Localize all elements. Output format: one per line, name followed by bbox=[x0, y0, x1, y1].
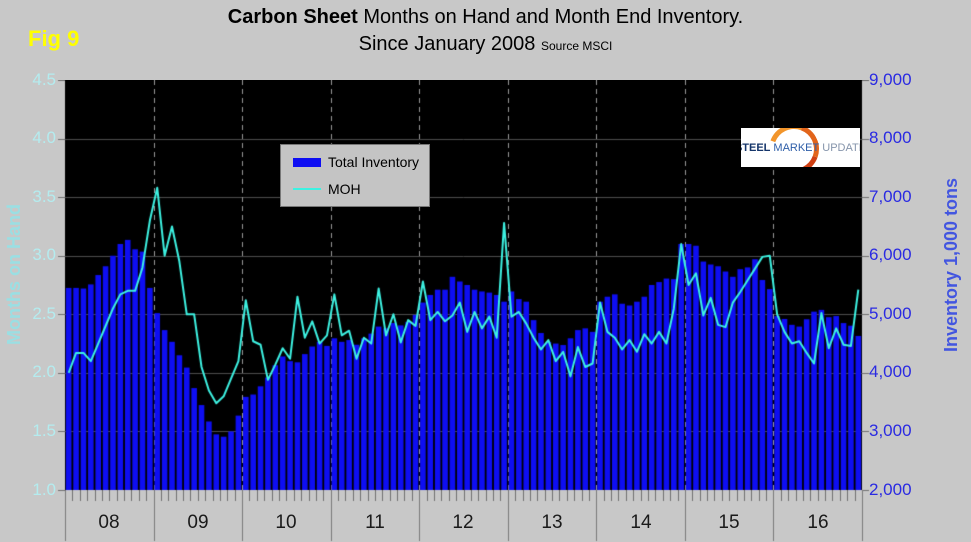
y-left-tick-label: 1.5 bbox=[32, 421, 56, 440]
y-left-tick-label: 4.5 bbox=[32, 70, 56, 89]
moh-swatch-icon bbox=[293, 187, 321, 190]
logo-word-update: UPDATE bbox=[822, 141, 860, 154]
y-right-tick-label: 8,000 bbox=[869, 128, 912, 147]
x-year-label: 14 bbox=[630, 512, 652, 533]
chart-source: Source MSCI bbox=[541, 39, 613, 53]
chart-title-bold: Carbon Sheet bbox=[227, 6, 358, 28]
y-left-tick-label: 3.0 bbox=[32, 245, 56, 264]
y-left-axis-title: Months on Hand bbox=[4, 204, 24, 346]
chart-subtitle: Since January 2008 bbox=[358, 33, 536, 55]
x-year-label: 08 bbox=[98, 512, 120, 533]
y-right-tick-label: 9,000 bbox=[869, 70, 912, 89]
y-right-tick-label: 3,000 bbox=[869, 421, 912, 440]
chart-title: Carbon Sheet Months on Hand and Month En… bbox=[0, 6, 971, 56]
chart-canvas bbox=[55, 80, 872, 542]
chart-legend: Total Inventory MOH bbox=[280, 144, 430, 207]
x-year-label: 16 bbox=[807, 512, 829, 533]
legend-item-moh: MOH bbox=[293, 181, 429, 197]
chart-title-line1: Carbon Sheet Months on Hand and Month En… bbox=[0, 6, 971, 29]
y-right-axis-title: Inventory 1,000 tons bbox=[941, 177, 961, 353]
y-right-tick-label: 2,000 bbox=[869, 480, 912, 499]
steel-market-update-logo: STEEL MARKET UPDATE bbox=[741, 128, 860, 167]
y-left-tick-label: 1.0 bbox=[32, 480, 56, 499]
y-left-tick-label: 3.5 bbox=[32, 187, 56, 206]
x-year-label: 11 bbox=[365, 512, 385, 533]
y-right-tick-label: 5,000 bbox=[869, 304, 912, 323]
y-left-tick-label: 2.5 bbox=[32, 304, 56, 323]
x-year-label: 13 bbox=[541, 512, 563, 533]
y-right-tick-label: 6,000 bbox=[869, 245, 912, 264]
y-right-tick-label: 4,000 bbox=[869, 362, 912, 381]
y-left-tick-label: 4.0 bbox=[32, 128, 56, 147]
y-left-tick-label: 2.0 bbox=[32, 362, 56, 381]
x-year-label: 15 bbox=[718, 512, 740, 533]
inventory-swatch-icon bbox=[293, 157, 321, 167]
chart-title-line2: Since January 2008 Source MSCI bbox=[0, 33, 971, 56]
legend-moh-label: MOH bbox=[328, 180, 361, 197]
x-year-label: 10 bbox=[275, 512, 297, 533]
chart-title-rest: Months on Hand and Month End Inventory. bbox=[357, 6, 744, 28]
figure-number-label: Fig 9 bbox=[28, 26, 80, 51]
x-year-label: 09 bbox=[187, 512, 209, 533]
logo-word-steel: STEEL bbox=[741, 141, 771, 154]
logo-text: STEEL MARKET UPDATE bbox=[741, 128, 860, 167]
legend-inventory-label: Total Inventory bbox=[328, 154, 420, 171]
x-year-label: 12 bbox=[452, 512, 474, 533]
logo-word-market: MARKET bbox=[773, 141, 820, 154]
y-right-tick-label: 7,000 bbox=[869, 187, 912, 206]
legend-item-inventory: Total Inventory bbox=[293, 154, 429, 170]
